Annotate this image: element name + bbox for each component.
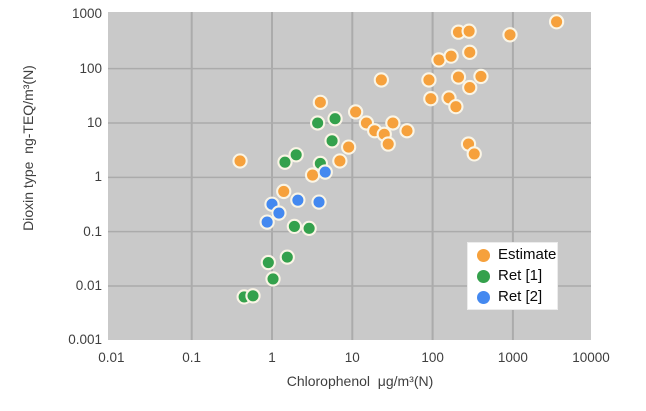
data-point-ret-1	[245, 288, 261, 304]
legend-label: Ret [2]	[498, 288, 543, 305]
data-point-ret-2	[259, 214, 275, 230]
data-point-estimate	[443, 48, 459, 64]
legend-marker-icon	[477, 248, 490, 262]
data-point-ret-1	[301, 220, 317, 237]
y-tick-label: 10	[86, 115, 102, 130]
x-tick-label: 1	[268, 350, 276, 365]
data-point-estimate	[347, 104, 364, 120]
data-point-ret-1	[265, 271, 281, 287]
data-point-ret-1	[277, 154, 293, 170]
x-tick-label: 1000	[497, 350, 528, 365]
data-point-ret-2	[311, 194, 327, 210]
data-point-ret-1	[288, 147, 304, 163]
y-tick-label: 100	[79, 60, 102, 76]
x-tick-label: 100	[421, 350, 444, 365]
x-tick-label: 10	[344, 350, 360, 365]
data-point-estimate	[421, 72, 437, 88]
data-point-estimate	[380, 136, 396, 152]
data-point-estimate	[502, 27, 518, 43]
legend-marker-icon	[477, 269, 490, 283]
y-tick-label: 0.01	[75, 277, 102, 293]
data-point-estimate	[276, 183, 292, 200]
data-point-estimate	[340, 139, 357, 155]
legend-label: Ret [1]	[498, 267, 543, 284]
data-point-ret-2	[290, 192, 306, 208]
y-tick-label: 0.1	[83, 223, 102, 239]
data-point-ret-2	[271, 205, 287, 221]
data-point-ret-1	[327, 111, 343, 127]
data-point-estimate	[548, 14, 565, 30]
data-point-estimate	[450, 69, 467, 85]
x-tick-label: 10000	[572, 350, 610, 365]
data-point-estimate	[462, 44, 478, 60]
data-point-estimate	[385, 115, 401, 131]
legend-label: Estimate	[498, 246, 557, 263]
data-point-estimate	[462, 79, 478, 96]
data-point-ret-1	[286, 218, 303, 235]
legend-entry: Ret [1]	[477, 266, 557, 286]
x-axis-title: Chlorophenol μg/m³(N)	[286, 373, 434, 389]
data-point-ret-2	[317, 164, 333, 180]
y-tick-label: 0.001	[68, 332, 102, 348]
data-point-estimate	[373, 72, 389, 88]
data-point-estimate	[304, 167, 321, 183]
x-tick-label: 0.1	[182, 350, 202, 365]
y-tick-label: 1	[94, 169, 102, 185]
data-point-estimate	[399, 123, 415, 139]
data-point-ret-1	[279, 249, 295, 265]
data-point-ret-1	[324, 133, 340, 149]
data-point-estimate	[473, 68, 489, 85]
x-tick-label: 0.01	[98, 350, 125, 365]
data-point-ret-1	[260, 254, 276, 271]
data-point-estimate	[461, 23, 477, 39]
y-axis-title: Dioxin type ng-TEQ/m³(N)	[20, 65, 36, 231]
data-point-estimate	[466, 146, 482, 162]
legend-entry: Estimate	[477, 245, 557, 265]
data-point-estimate	[232, 153, 248, 169]
legend: Estimate Ret [1] Ret [2]	[467, 242, 558, 310]
data-point-estimate	[448, 98, 464, 115]
legend-entry: Ret [2]	[477, 287, 557, 307]
data-point-ret-1	[309, 115, 326, 131]
data-point-estimate	[312, 94, 328, 110]
legend-marker-icon	[477, 290, 490, 304]
data-point-estimate	[332, 153, 348, 169]
data-point-estimate	[423, 91, 439, 107]
y-tick-label: 1000	[71, 6, 102, 22]
